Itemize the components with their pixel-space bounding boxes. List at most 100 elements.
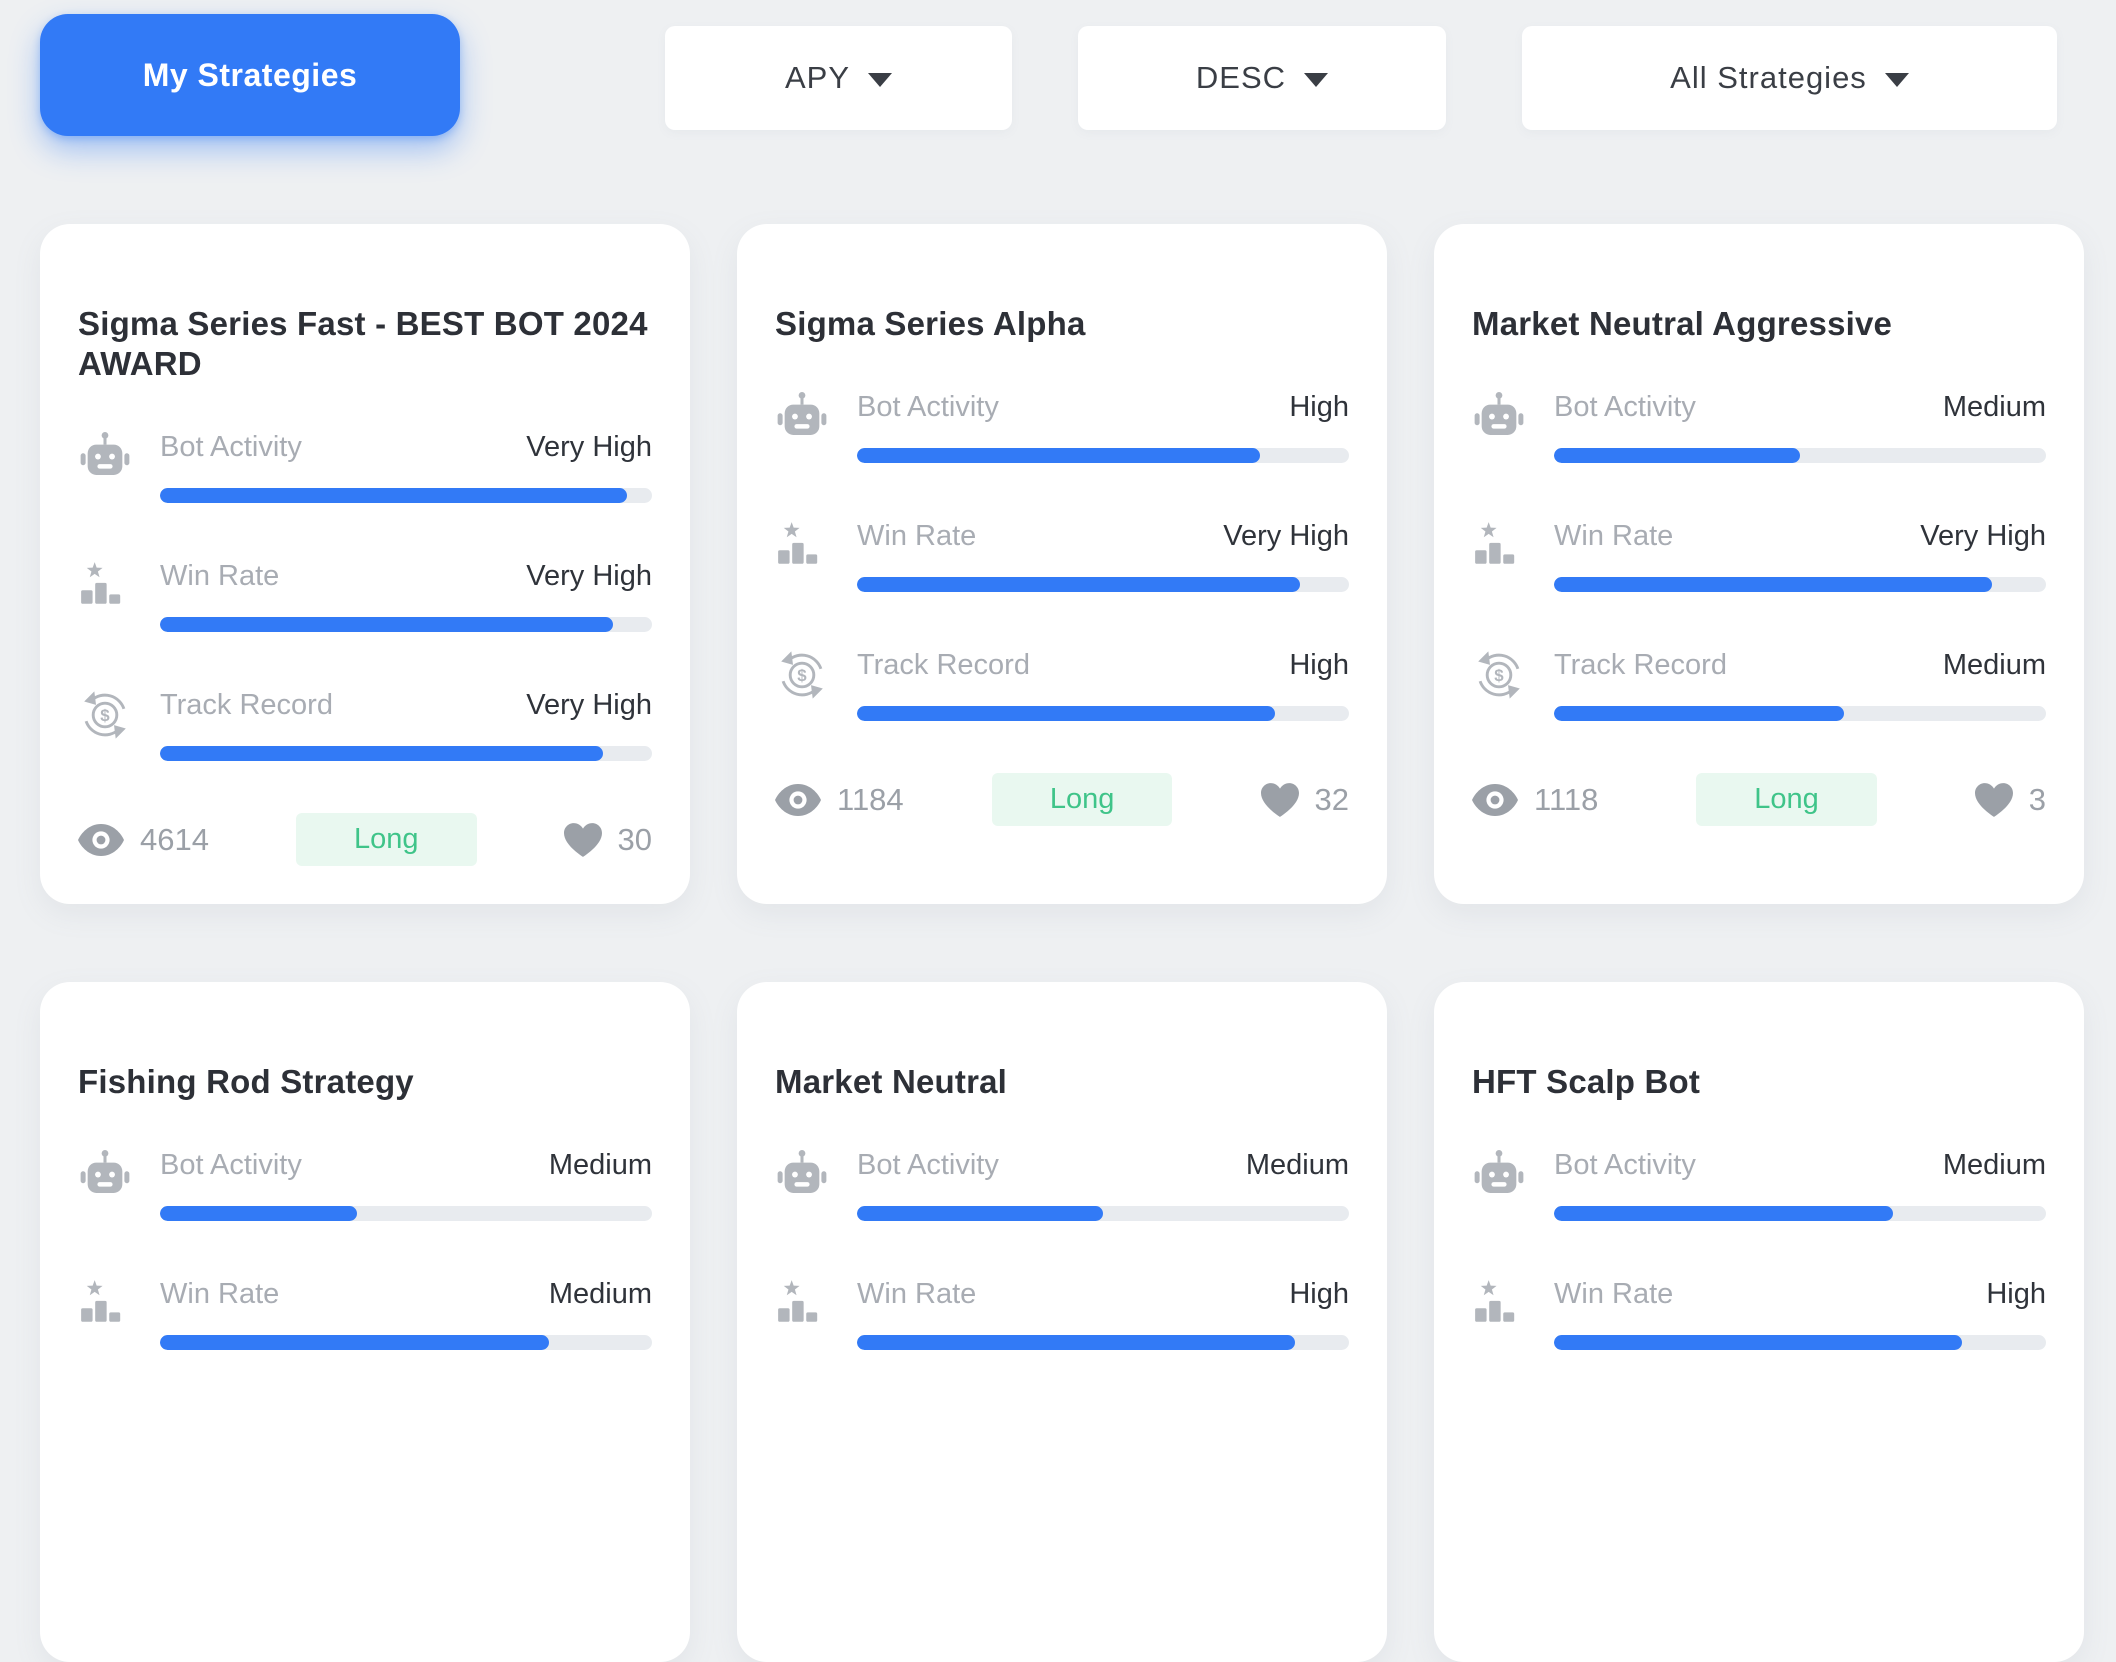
stat-label: Win Rate — [1554, 1278, 1674, 1310]
strategy-card[interactable]: Market Neutral Aggressive Bot Activity M… — [1434, 224, 2084, 904]
stat-progress-track — [1554, 1206, 2046, 1221]
svg-text:$: $ — [100, 706, 110, 725]
stat-label: Bot Activity — [857, 391, 999, 423]
stat-value: Medium — [1942, 391, 2046, 423]
strategy-card[interactable]: HFT Scalp Bot Bot Activity Medium — [1434, 982, 2084, 1662]
strategy-title: Market Neutral — [775, 1063, 1008, 1100]
stat-progress-track — [160, 617, 652, 632]
stat-progress-track — [1554, 577, 2046, 592]
views: 1118 — [1472, 782, 1598, 818]
likes-count: 30 — [617, 821, 652, 857]
stat-progress-fill — [1554, 706, 1845, 721]
stat-icon: $ — [78, 688, 160, 761]
robot-icon — [1474, 1150, 1524, 1193]
podium-star-icon — [1475, 1280, 1515, 1322]
strategy-card[interactable]: Sigma Series Fast - BEST BOT 2024 AWARD … — [40, 224, 690, 904]
sort-by-dropdown[interactable]: APY — [665, 26, 1012, 130]
stat-icon: $ — [1472, 648, 1554, 721]
stat-progress-fill — [857, 448, 1261, 463]
stat-label: Bot Activity — [160, 431, 302, 463]
stat-row: Win Rate High — [1472, 1277, 2046, 1350]
stat-progress-track — [1554, 1335, 2046, 1350]
sort-direction-dropdown[interactable]: DESC — [1078, 26, 1446, 130]
stat-row: Bot Activity Medium — [775, 1148, 1349, 1221]
stat-value: Medium — [1942, 649, 2046, 681]
stat-icon — [78, 1148, 160, 1221]
likes: 30 — [563, 821, 652, 858]
caret-down-icon — [1884, 73, 1909, 87]
likes: 32 — [1260, 781, 1349, 818]
podium-star-icon — [778, 1280, 818, 1322]
stat-label: Track Record — [160, 689, 333, 721]
stat-icon — [78, 559, 160, 632]
stat-icon: $ — [775, 648, 857, 721]
stat-row: $ Track Record Very High — [78, 688, 652, 761]
stat-label: Track Record — [857, 649, 1030, 681]
stat-value: Very High — [1920, 520, 2046, 552]
strategy-card[interactable]: Sigma Series Alpha Bot Activity High — [737, 224, 1387, 904]
stat-progress-track — [1554, 448, 2046, 463]
caret-down-icon — [1304, 73, 1329, 87]
robot-icon — [1474, 392, 1524, 435]
stat-label: Bot Activity — [1554, 391, 1696, 423]
stat-progress-fill — [1554, 448, 1800, 463]
stat-label: Bot Activity — [857, 1149, 999, 1181]
stat-label: Win Rate — [1554, 520, 1674, 552]
stat-value: Very High — [526, 431, 652, 463]
stat-row: $ Track Record High — [775, 648, 1349, 721]
stat-value: High — [1986, 1278, 2046, 1310]
heart-icon[interactable] — [1260, 782, 1299, 817]
heart-icon[interactable] — [1974, 782, 2013, 817]
my-strategies-button[interactable]: My Strategies — [40, 14, 460, 136]
heart-icon[interactable] — [563, 822, 602, 857]
strategy-grid: Sigma Series Fast - BEST BOT 2024 AWARD … — [40, 224, 2084, 1662]
stat-label: Win Rate — [160, 560, 280, 592]
stat-row: $ Track Record Medium — [1472, 648, 2046, 721]
stat-row: Win Rate Very High — [775, 519, 1349, 592]
robot-icon — [80, 1150, 130, 1193]
strategy-card[interactable]: Fishing Rod Strategy Bot Activity Medium — [40, 982, 690, 1662]
likes-count: 32 — [1314, 781, 1349, 817]
eye-icon — [1472, 783, 1518, 816]
views: 4614 — [78, 822, 209, 858]
views-count: 4614 — [140, 821, 209, 857]
stat-icon — [1472, 390, 1554, 463]
stat-icon — [1472, 519, 1554, 592]
card-footer: 1118 Long 3 — [1472, 773, 2046, 826]
stat-row: Win Rate Very High — [1472, 519, 2046, 592]
stat-icon — [775, 1277, 857, 1350]
strategy-title: Fishing Rod Strategy — [78, 1063, 414, 1100]
stat-progress-fill — [1554, 1206, 1894, 1221]
stat-value: Very High — [526, 689, 652, 721]
stat-row: Bot Activity Medium — [1472, 390, 2046, 463]
svg-text:$: $ — [1494, 666, 1504, 685]
stat-row: Bot Activity High — [775, 390, 1349, 463]
robot-icon — [777, 392, 827, 435]
stat-list: Bot Activity High Win Rate Very High — [775, 390, 1349, 721]
refresh-dollar-icon: $ — [781, 651, 823, 699]
stat-progress-track — [160, 1335, 652, 1350]
stat-progress-track — [1554, 706, 2046, 721]
my-strategies-label: My Strategies — [142, 56, 358, 93]
stat-value: High — [1289, 1278, 1349, 1310]
strategy-card[interactable]: Market Neutral Bot Activity Medium — [737, 982, 1387, 1662]
eye-icon — [78, 823, 124, 856]
card-footer: 1184 Long 32 — [775, 773, 1349, 826]
stat-row: Bot Activity Medium — [78, 1148, 652, 1221]
stat-list: Bot Activity Medium Win Rate Very High — [1472, 390, 2046, 721]
strategy-title: Sigma Series Alpha — [775, 305, 1086, 342]
views-count: 1184 — [837, 781, 904, 817]
stat-progress-fill — [160, 617, 613, 632]
stat-progress-track — [160, 488, 652, 503]
strategy-title: HFT Scalp Bot — [1472, 1063, 1701, 1100]
stat-progress-track — [857, 448, 1349, 463]
stat-row: Bot Activity Very High — [78, 430, 652, 503]
refresh-dollar-icon: $ — [1478, 651, 1520, 699]
strategy-filter-dropdown[interactable]: All Strategies — [1522, 26, 2057, 130]
stat-icon — [775, 1148, 857, 1221]
stat-list: Bot Activity Medium Win Rate High — [1472, 1148, 2046, 1350]
stat-icon — [1472, 1148, 1554, 1221]
stat-list: Bot Activity Medium Win Rate Medium — [78, 1148, 652, 1350]
stat-progress-fill — [160, 746, 603, 761]
stat-list: Bot Activity Very High Win Rate Very Hig… — [78, 430, 652, 761]
